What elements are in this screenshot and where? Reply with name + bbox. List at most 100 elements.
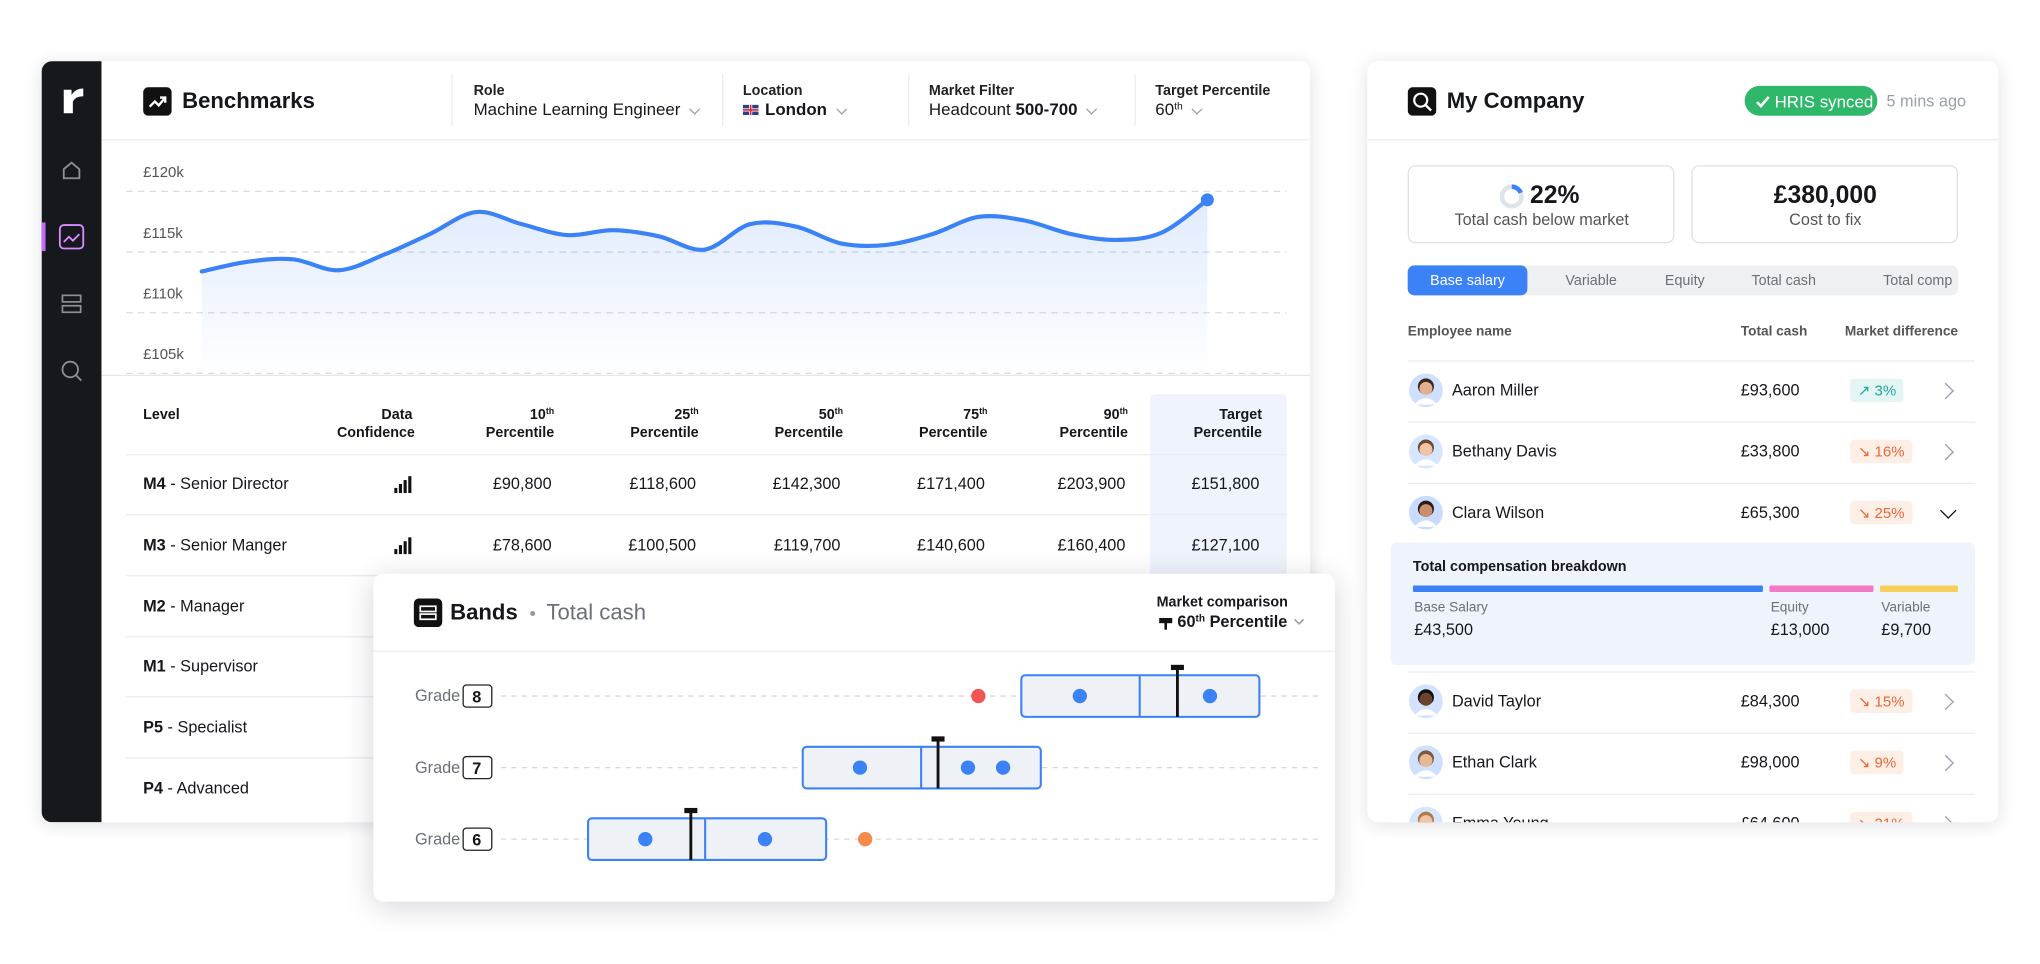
avatar-face (1419, 503, 1433, 517)
comparison-value[interactable]: 60th Percentile (1177, 613, 1287, 631)
logo (63, 88, 84, 114)
cell-value: £203,900 (1057, 474, 1126, 494)
chevron[interactable] (1937, 693, 1954, 711)
comparison-text: Percentile (1209, 612, 1288, 631)
chevron[interactable] (1939, 501, 1957, 519)
outlier-dot[interactable] (858, 832, 873, 847)
breakdown-value: £13,000 (1770, 620, 1830, 639)
column-header: Employee name (1407, 323, 1512, 340)
filter-divider (722, 74, 724, 127)
filter-value-text: London (764, 99, 828, 120)
column-text: Percentile (630, 425, 699, 442)
panel-subtitle: Total cash (546, 599, 647, 625)
column-text: Percentile (1059, 425, 1128, 442)
level-title: - Senior Manger (170, 535, 287, 554)
end-point[interactable] (1200, 193, 1214, 207)
stat-value: £380,000 (1773, 182, 1877, 210)
bands-panel: Bands • Total cash Market comparison 60th Pe… (373, 573, 1335, 902)
employee-name: Aaron Miller (1451, 381, 1539, 400)
stat-value: 22% (1529, 182, 1580, 210)
grade-label: Grade (415, 830, 461, 849)
salary-chart: £105k £110k £115k £120k (126, 164, 1287, 375)
grade-label: Grade (415, 758, 461, 777)
row-divider (1407, 482, 1975, 484)
row-divider (1407, 793, 1975, 795)
donut-arc (1511, 184, 1523, 194)
level-code: M4 (143, 474, 166, 494)
panel-title: Bands (450, 599, 518, 625)
filter-value-text: 60 (1155, 99, 1175, 120)
band-boxes (587, 674, 1261, 862)
cell-value: £140,600 (917, 535, 985, 554)
filter-value[interactable]: Headcount 500-700 (929, 100, 1078, 120)
column-header: Total cash (1740, 323, 1808, 340)
employee-dots[interactable] (638, 688, 1218, 847)
chevron[interactable] (1937, 815, 1954, 823)
breakdown-label: Variable (1881, 599, 1931, 616)
tab[interactable]: Variable (1565, 272, 1617, 289)
filter-divider (908, 74, 910, 127)
header (101, 61, 1311, 141)
filter-value[interactable]: 60th (1155, 100, 1183, 120)
employee-name: Emma Young (1452, 814, 1549, 822)
level: P4 - Advanced (143, 779, 249, 797)
filter-label: Location (742, 83, 803, 99)
bands-icon[interactable] (61, 294, 82, 303)
level: M2 - Manager (143, 597, 244, 615)
total-cash: £98,000 (1740, 753, 1800, 772)
comparison-ordinal: 60 (1177, 612, 1196, 631)
home-icon[interactable] (62, 161, 81, 180)
avatar-body (1414, 769, 1438, 777)
grade-number: 8 (461, 684, 492, 708)
employee-name: Clara Wilson (1451, 502, 1545, 522)
filter-value[interactable]: Machine Learning Engineer (474, 100, 681, 120)
signal-bar (408, 537, 412, 554)
column-text: Data Confidence (336, 407, 415, 442)
column-suffix: th (834, 407, 844, 417)
chart-icon[interactable] (58, 224, 85, 250)
avatar-face (1419, 692, 1433, 706)
y-tick-label: £110k (143, 285, 183, 302)
chevron[interactable] (1937, 754, 1954, 772)
stat-label: Total cash below market (1454, 210, 1629, 229)
outlier-dot[interactable] (971, 688, 986, 704)
tab[interactable]: Base salary (1430, 272, 1505, 289)
marker-icon (1159, 617, 1173, 630)
search-icon[interactable] (61, 360, 79, 379)
active-tab (1407, 265, 1528, 296)
signal-bar (403, 540, 407, 554)
grade-number: 7 (461, 755, 492, 780)
market-markers (689, 667, 1179, 860)
difference-badge: ↘ 25% (1850, 500, 1913, 524)
level-title: - Senior Director (170, 474, 289, 494)
row-divider (1407, 360, 1975, 362)
tab[interactable]: Equity (1664, 272, 1705, 289)
check (1756, 95, 1770, 108)
filter-divider (451, 74, 453, 127)
level-code: M3 (143, 535, 166, 554)
chevron[interactable] (1937, 382, 1954, 400)
avatar (1409, 434, 1443, 469)
tab[interactable]: Total cash (1751, 272, 1816, 289)
cell-value: £118,600 (629, 474, 697, 494)
cell-value: £100,500 (628, 535, 697, 554)
avatar-body (1414, 398, 1438, 405)
avatar-face (1419, 753, 1433, 767)
tab[interactable]: Total comp (1883, 272, 1953, 289)
area (201, 199, 1208, 374)
signal-bar (398, 483, 403, 494)
total-cash: £33,800 (1740, 442, 1800, 461)
comparison-suffix: th (1195, 612, 1206, 625)
filter-value[interactable]: London (742, 99, 828, 120)
grade-label: Grade (415, 686, 461, 706)
cell-value: £160,400 (1057, 535, 1126, 554)
column-ordinal: 25 (674, 407, 691, 423)
chevron[interactable] (1293, 618, 1305, 625)
filter-label: Market Filter (928, 83, 1015, 99)
stat-card: 22% Total cash below market (1407, 165, 1675, 244)
chevron[interactable] (1937, 443, 1954, 461)
flag-cross (742, 104, 759, 116)
difference-badge: ↗ 3% (1850, 378, 1904, 403)
filter-label: Target Percentile (1155, 83, 1271, 99)
breakdown-bar (1879, 585, 1959, 592)
